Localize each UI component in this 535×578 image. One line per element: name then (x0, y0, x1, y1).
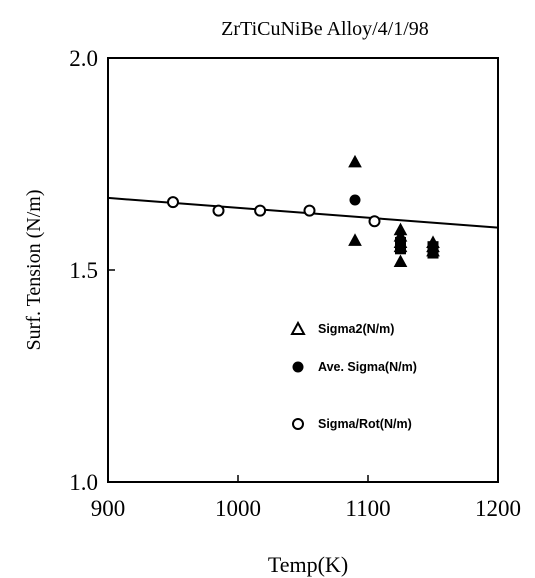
plot-frame (107, 57, 499, 483)
legend-label: Sigma/Rot(N/m) (318, 417, 412, 431)
chart-title: ZrTiCuNiBe Alloy/4/1/98 (221, 18, 429, 40)
data-point (393, 239, 408, 253)
legend-marker (292, 361, 304, 373)
y-tick-label: 1.5 (69, 258, 98, 283)
data-point (254, 204, 267, 217)
data-point (348, 233, 362, 246)
data-point (303, 204, 316, 217)
data-points (167, 154, 440, 268)
legend: Sigma2(N/m) Ave. Sigma(N/m) Sigma/Rot(N/m) (290, 320, 417, 431)
y-axis-label: Surf. Tension (N/m) (23, 190, 45, 351)
data-point (349, 194, 361, 206)
y-tick-label: 1.0 (69, 470, 98, 495)
axis-ticks: 900 1000 1100 1200 1.0 1.5 2.0 (69, 46, 521, 521)
x-tick-label: 1000 (215, 496, 261, 521)
trend-line (107, 196, 499, 229)
data-point (368, 215, 381, 228)
legend-label: Sigma2(N/m) (318, 322, 394, 336)
data-point (167, 196, 179, 209)
data-point (212, 204, 225, 217)
x-tick-label: 900 (91, 496, 126, 521)
x-tick-label: 1100 (345, 496, 390, 521)
fit-line (107, 196, 499, 229)
data-point (426, 243, 440, 257)
legend-marker (292, 418, 304, 430)
legend-label: Ave. Sigma(N/m) (318, 360, 417, 374)
x-tick-label: 1200 (475, 496, 521, 521)
x-axis-label: Temp(K) (268, 552, 348, 577)
legend-marker (290, 320, 306, 335)
data-point (393, 254, 408, 268)
data-point (348, 154, 362, 168)
y-tick-label: 2.0 (69, 46, 98, 71)
